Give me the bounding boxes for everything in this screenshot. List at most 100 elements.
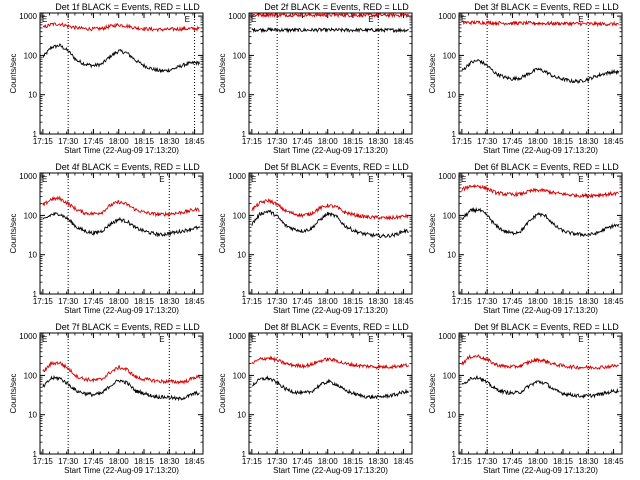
x-tick-label: 18:15 (343, 457, 364, 466)
x-tick-label: 17:45 (292, 297, 313, 306)
y-axis-label: Counts/sec (428, 53, 437, 93)
x-tick-label: 17:15 (452, 137, 473, 146)
x-tick-label: 18:30 (159, 137, 180, 146)
marker-e-right: E (159, 175, 164, 184)
panel-title: Det 3f BLACK = Events, RED = LLD (474, 2, 619, 12)
panel-title: Det 1f BLACK = Events, RED = LLD (55, 2, 200, 12)
panel-title: Det 9f BLACK = Events, RED = LLD (474, 322, 619, 332)
x-tick-label: 17:30 (58, 457, 79, 466)
lld-series-line (42, 195, 200, 218)
marker-e-right: E (159, 335, 164, 344)
y-tick-label: 10 (237, 411, 246, 420)
panel-title: Det 2f BLACK = Events, RED = LLD (264, 2, 409, 12)
y-axis-label: Counts/sec (9, 53, 18, 93)
x-tick-label: 18:45 (604, 297, 625, 306)
detector-panel-4: Det 4f BLACK = Events, RED = LLD 1 10 100 10… (9, 162, 205, 315)
lld-series-line (42, 22, 200, 33)
x-tick-label: 18:45 (394, 137, 415, 146)
y-tick-label: 100 (443, 51, 457, 60)
marker-e-left: E (42, 335, 47, 344)
detector-panel-3: Det 3f BLACK = Events, RED = LLD 1 10 100 10… (428, 2, 624, 155)
detector-panel-7: Det 7f BLACK = Events, RED = LLD 1 10 100 10… (9, 322, 205, 475)
events-series-line (251, 26, 409, 34)
x-tick-label: 17:30 (267, 457, 288, 466)
y-tick-label: 1 (33, 450, 38, 459)
marker-e-right: E (578, 15, 583, 24)
x-tick-label: 18:15 (134, 137, 155, 146)
x-tick-label: 18:00 (109, 457, 130, 466)
x-tick-label: 17:45 (83, 137, 104, 146)
detector-panel-9: Det 9f BLACK = Events, RED = LLD 1 10 100 10… (428, 322, 624, 475)
x-tick-label: 17:45 (292, 457, 313, 466)
y-tick-label: 10 (237, 91, 246, 100)
plot-frame (458, 172, 623, 295)
panel-title: Det 8f BLACK = Events, RED = LLD (264, 322, 409, 332)
y-axis-label: Counts/sec (218, 53, 227, 93)
x-axis-label: Start Time (22-Aug-09 17:13:20) (273, 146, 388, 155)
y-tick-label: 100 (233, 371, 247, 380)
events-series-line (42, 211, 201, 238)
y-tick-label: 100 (443, 211, 457, 220)
y-tick-label: 1000 (228, 332, 246, 341)
y-tick-label: 100 (233, 211, 247, 220)
lld-series-line (251, 355, 409, 370)
lld-series-line (42, 360, 201, 385)
x-tick-label: 18:45 (185, 457, 206, 466)
events-series-line (42, 43, 201, 74)
y-tick-label: 1 (452, 450, 457, 459)
x-tick-label: 18:00 (528, 457, 549, 466)
x-axis-label: Start Time (22-Aug-09 17:13:20) (273, 306, 388, 315)
y-tick-label: 10 (447, 251, 456, 260)
x-tick-label: 17:15 (33, 137, 54, 146)
y-axis-label: Counts/sec (218, 213, 227, 253)
lld-series-line (461, 19, 619, 28)
x-tick-label: 18:30 (578, 457, 599, 466)
x-axis-label: Start Time (22-Aug-09 17:13:20) (64, 466, 179, 475)
x-tick-label: 18:00 (528, 137, 549, 146)
panel-title: Det 5f BLACK = Events, RED = LLD (264, 162, 409, 172)
panel-title: Det 7f BLACK = Events, RED = LLD (55, 322, 200, 332)
y-tick-label: 10 (447, 411, 456, 420)
y-tick-label: 1000 (19, 12, 37, 21)
y-tick-label: 1 (452, 290, 457, 299)
plot-frame (248, 332, 413, 455)
events-series-line (461, 59, 620, 84)
x-tick-label: 18:30 (159, 457, 180, 466)
x-axis-label: Start Time (22-Aug-09 17:13:20) (273, 466, 388, 475)
x-tick-label: 18:00 (109, 137, 130, 146)
x-tick-label: 18:30 (578, 137, 599, 146)
x-tick-label: 17:45 (502, 297, 523, 306)
detector-panel-6: Det 6f BLACK = Events, RED = LLD 1 10 100 10… (428, 162, 624, 315)
events-series-line (42, 374, 200, 402)
y-axis-label: Counts/sec (9, 373, 18, 413)
x-tick-label: 17:30 (58, 137, 79, 146)
x-tick-label: 18:00 (318, 137, 339, 146)
marker-e-right: E (368, 175, 373, 184)
x-tick-label: 17:15 (242, 297, 263, 306)
x-tick-label: 18:30 (578, 297, 599, 306)
lld-series-line (461, 353, 619, 371)
x-tick-label: 17:15 (452, 297, 473, 306)
marker-e-left: E (461, 175, 466, 184)
plot-frame (39, 12, 204, 135)
y-tick-label: 100 (443, 371, 457, 380)
x-tick-label: 18:45 (394, 297, 415, 306)
x-tick-label: 17:30 (58, 297, 79, 306)
x-tick-label: 18:15 (553, 297, 574, 306)
y-axis-label: Counts/sec (9, 213, 18, 253)
lld-series-line (461, 183, 619, 199)
marker-e-right: E (368, 15, 373, 24)
y-axis-label: Counts/sec (428, 213, 437, 253)
marker-e-left: E (461, 335, 466, 344)
marker-e-right: E (185, 15, 190, 24)
y-tick-label: 1000 (19, 172, 37, 181)
marker-e-left: E (251, 335, 256, 344)
x-tick-label: 17:30 (267, 137, 288, 146)
plot-frame (458, 332, 623, 455)
plot-frame (39, 172, 204, 295)
y-tick-label: 1 (33, 130, 38, 139)
x-axis-label: Start Time (22-Aug-09 17:13:20) (483, 146, 598, 155)
x-tick-label: 17:15 (33, 457, 54, 466)
events-series-line (251, 375, 409, 400)
x-tick-label: 17:15 (33, 297, 54, 306)
